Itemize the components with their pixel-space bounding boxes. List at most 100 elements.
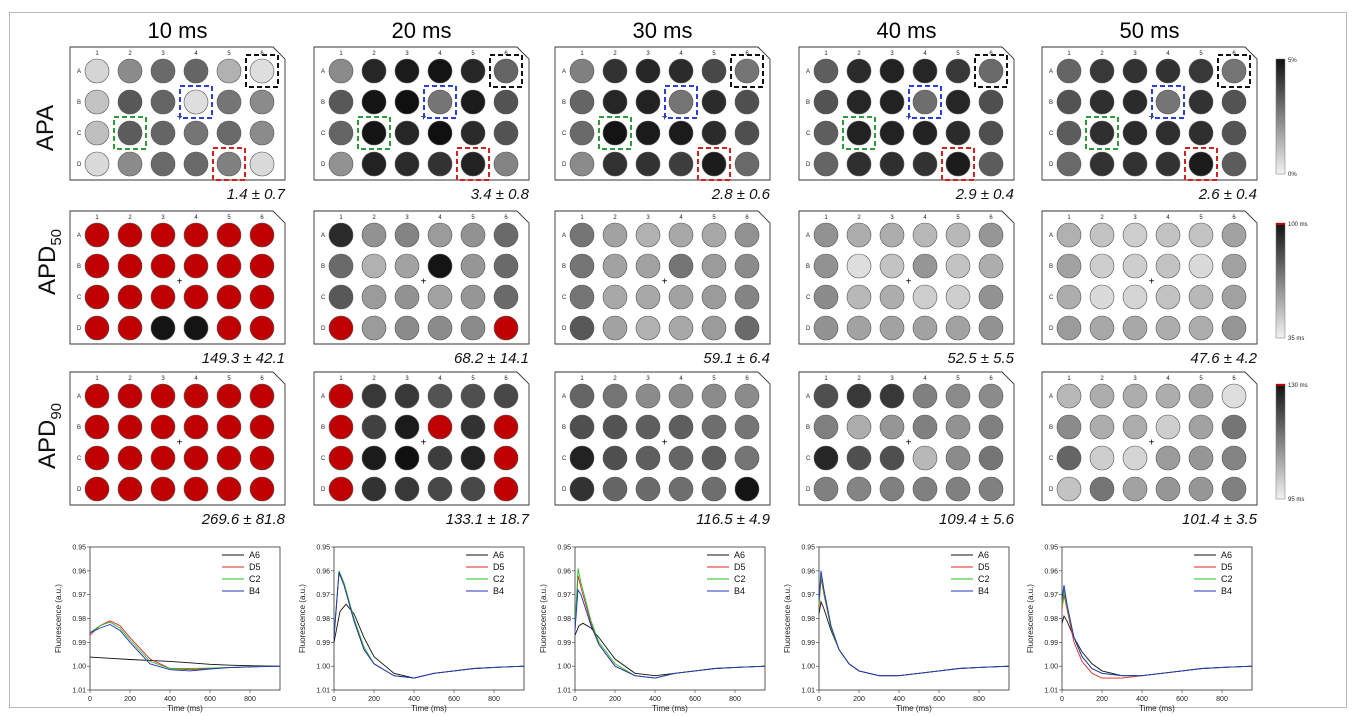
y-tick-label: 0.96 <box>1044 568 1058 575</box>
plate-col-label: 4 <box>923 376 927 382</box>
well-C1 <box>569 120 595 146</box>
well-A4 <box>427 222 453 248</box>
plate-row-label: D <box>1049 326 1054 332</box>
well-A6 <box>249 58 275 84</box>
y-tick-label: 1.01 <box>316 688 330 695</box>
plate-col-label: 4 <box>438 376 442 382</box>
legend-label-A6: A6 <box>1221 550 1232 560</box>
plate-row-label: A <box>1049 394 1053 400</box>
plate-col-label: 4 <box>923 215 927 221</box>
plate-row-label: D <box>562 326 567 332</box>
highlight-box-B4 <box>179 85 213 119</box>
well-B3 <box>879 414 905 440</box>
well-B3 <box>394 253 420 279</box>
legend-label-A6: A6 <box>734 550 745 560</box>
y-tick-label: 0.96 <box>316 568 330 575</box>
stat-apd50: 59.1 ± 6.4 <box>703 350 770 367</box>
plate-row-label: D <box>562 162 567 168</box>
well-D2 <box>117 151 143 177</box>
well-D5 <box>1188 315 1214 341</box>
well-D3 <box>879 476 905 502</box>
y-tick-label: 1.01 <box>801 688 815 695</box>
well-C1 <box>84 445 110 471</box>
well-A1 <box>569 58 595 84</box>
plate-col-label: 3 <box>405 376 409 382</box>
well-A6 <box>493 58 519 84</box>
plate-row-label: B <box>562 425 566 431</box>
well-C3 <box>1122 445 1148 471</box>
well-C6 <box>249 284 275 310</box>
well-A2 <box>117 222 143 248</box>
plate-row-label: C <box>806 295 811 301</box>
stat-apa: 2.6 ± 0.4 <box>1198 186 1257 203</box>
trace-plot-4: 0.95 0.96 0.97 0.98 0.99 1.00 1.010 200 400 600 80… <box>1026 545 1253 713</box>
well-B2 <box>846 414 872 440</box>
colorbar-min: 35 ms <box>1288 336 1304 342</box>
plate-row-label: D <box>806 326 811 332</box>
plate-col-label: 1 <box>580 51 584 57</box>
well-A3 <box>394 383 420 409</box>
plate-col-label: 2 <box>128 215 132 221</box>
well-B3 <box>1122 89 1148 115</box>
plate-row-label: C <box>806 131 811 137</box>
well-A6 <box>978 222 1004 248</box>
well-C3 <box>150 284 176 310</box>
well-A4 <box>427 58 453 84</box>
well-D6 <box>1221 315 1247 341</box>
highlight-box-B4 <box>908 85 942 119</box>
plate-col-label: 3 <box>1133 51 1137 57</box>
well-C1 <box>813 284 839 310</box>
plate-col-label: 3 <box>890 215 894 221</box>
y-tick-label: 0.98 <box>1044 616 1058 623</box>
well-A5 <box>701 383 727 409</box>
well-D4 <box>668 315 694 341</box>
well-C2 <box>117 284 143 310</box>
plate-row-label: D <box>77 326 82 332</box>
row-title-apd90-main: APD <box>34 420 61 469</box>
well-B5 <box>1188 253 1214 279</box>
well-B2 <box>1089 253 1115 279</box>
figure-frame <box>9 12 1347 708</box>
well-A5 <box>216 222 242 248</box>
y-tick-label: 0.99 <box>1044 640 1058 647</box>
well-B2 <box>602 253 628 279</box>
well-C2 <box>846 445 872 471</box>
well-C1 <box>328 284 354 310</box>
row-title-apa: APA <box>32 105 59 151</box>
stat-apd90: 133.1 ± 18.7 <box>446 511 530 528</box>
well-D6 <box>734 315 760 341</box>
plate-col-label: 6 <box>989 215 993 221</box>
plate-col-label: 3 <box>161 376 165 382</box>
plate-row-label: B <box>77 264 81 270</box>
plate-row-label: D <box>806 487 811 493</box>
well-D4 <box>912 315 938 341</box>
plate-center-mark: + <box>906 438 912 449</box>
well-C2 <box>602 284 628 310</box>
well-C3 <box>635 284 661 310</box>
well-C6 <box>1221 445 1247 471</box>
plate-col-label: 2 <box>1100 215 1104 221</box>
well-A5 <box>460 383 486 409</box>
plate-row-label: C <box>562 456 567 462</box>
well-C4 <box>668 120 694 146</box>
plate-col-label: 3 <box>405 51 409 57</box>
well-D4 <box>427 315 453 341</box>
well-B3 <box>394 414 420 440</box>
plate-col-label: 6 <box>989 376 993 382</box>
plate-row-label: B <box>806 100 810 106</box>
x-tick-label: 0 <box>88 696 92 703</box>
plate-col-label: 2 <box>857 51 861 57</box>
well-B5 <box>1188 89 1214 115</box>
plate-row-label: A <box>562 69 566 75</box>
well-A4 <box>912 383 938 409</box>
well-C6 <box>249 120 275 146</box>
well-A3 <box>1122 58 1148 84</box>
plate-row-label: C <box>806 456 811 462</box>
well-C6 <box>493 284 519 310</box>
stat-apa: 1.4 ± 0.7 <box>227 186 286 203</box>
plate-apd90-4: 1 2 3 4 5 6 A B C D +101.4 ± 3.5 <box>1041 371 1258 528</box>
highlight-box-C2 <box>113 116 147 150</box>
well-C2 <box>1089 284 1115 310</box>
plate-row-label: B <box>806 425 810 431</box>
